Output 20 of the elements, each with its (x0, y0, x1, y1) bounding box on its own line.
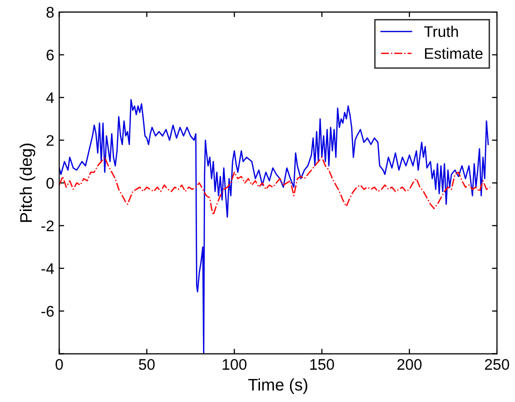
x-tick-label: 50 (138, 359, 155, 370)
x-tick-label: 200 (397, 359, 422, 370)
x-tick-label: 0 (56, 359, 63, 370)
line-series (59, 98, 489, 354)
y-tick-label: 0 (46, 178, 54, 189)
y-tick-label: -6 (41, 306, 54, 317)
y-tick-label: 2 (46, 135, 54, 146)
x-axis-title: Time (s) (248, 378, 308, 394)
line-series (59, 156, 491, 216)
y-tick-label: 8 (46, 6, 54, 18)
y-tick-label: 4 (46, 92, 54, 104)
x-tick-label: 250 (485, 359, 510, 370)
legend-label: Estimate (425, 48, 483, 59)
y-tick-label: -2 (41, 220, 54, 232)
x-tick-label: 100 (222, 359, 246, 370)
legend-label: Truth (424, 26, 458, 38)
y-tick-label: 6 (46, 50, 54, 60)
y-tick-label: -4 (41, 263, 54, 274)
y-axis-title: Pitch (deg) (20, 144, 36, 222)
x-tick-label: 150 (310, 359, 334, 370)
